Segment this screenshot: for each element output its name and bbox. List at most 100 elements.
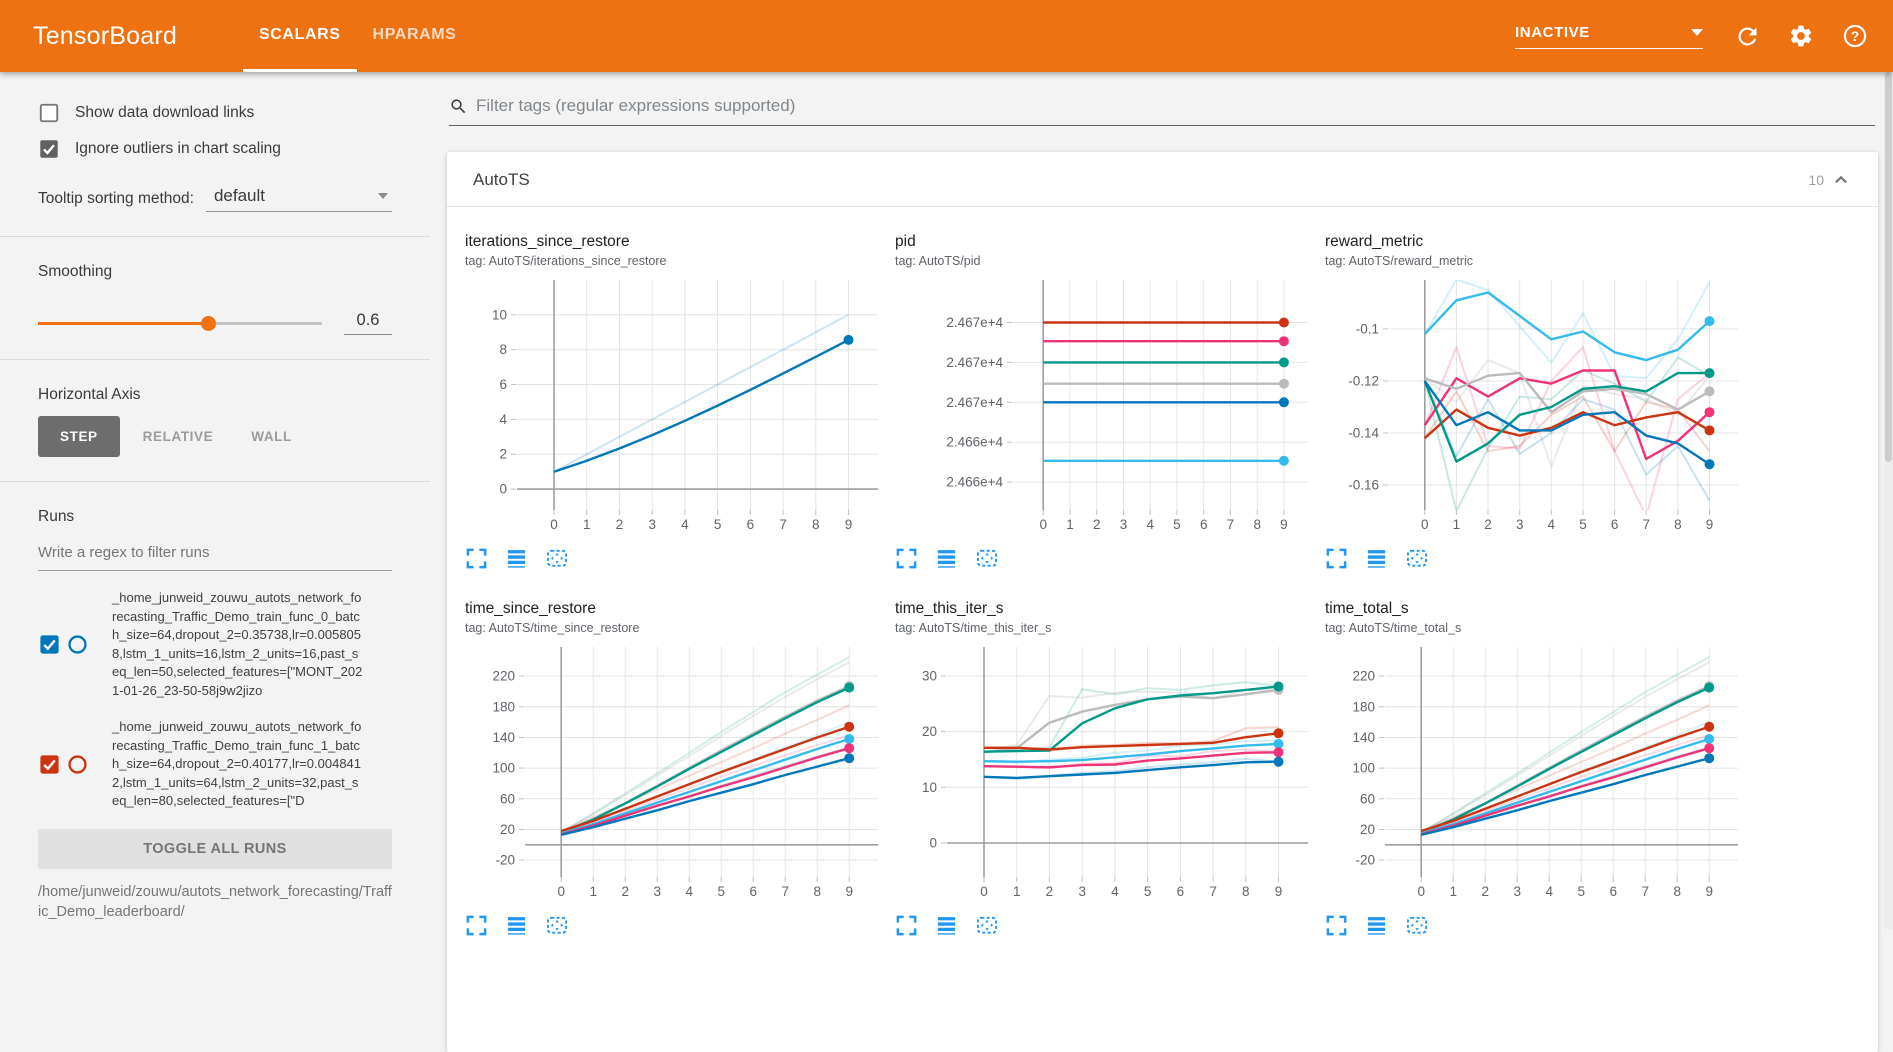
svg-text:8: 8 (812, 517, 820, 532)
svg-text:-0.16: -0.16 (1348, 478, 1379, 493)
series-endpoint-blue-smoothed (1704, 753, 1714, 763)
svg-text:3: 3 (1120, 517, 1128, 532)
series-blue-smoothed (1425, 381, 1710, 464)
svg-text:2.467e+4: 2.467e+4 (946, 315, 1003, 330)
fit-domain-icon[interactable] (545, 914, 569, 937)
run-label[interactable]: _home_junweid_zouwu_autots_network_forec… (112, 718, 364, 811)
fit-domain-icon[interactable] (545, 547, 569, 570)
run-item[interactable]: _home_junweid_zouwu_autots_network_forec… (38, 718, 392, 811)
ignore-outliers-checkbox[interactable]: Ignore outliers in chart scaling (38, 134, 392, 164)
svg-text:7: 7 (781, 884, 789, 899)
data-lines-icon[interactable] (1365, 547, 1388, 570)
data-lines-icon[interactable] (505, 547, 528, 570)
expand-chart-icon[interactable] (465, 547, 488, 570)
series-endpoint-blue-pid (1279, 397, 1289, 407)
slider-thumb[interactable] (201, 316, 216, 331)
chevron-up-icon[interactable] (1830, 169, 1852, 191)
main-content: AutoTS 10 iterations_since_restore tag: … (430, 72, 1893, 929)
svg-text:0: 0 (1039, 517, 1047, 532)
svg-text:2: 2 (1093, 517, 1101, 532)
vertical-scrollbar[interactable] (1884, 72, 1893, 929)
svg-text:9: 9 (845, 517, 853, 532)
checkbox-unchecked-icon[interactable] (38, 102, 60, 124)
run-checkbox-checked-icon[interactable] (38, 633, 61, 656)
series-endpoint-cyan-smoothed (1705, 316, 1715, 326)
run-checkbox-checked-icon[interactable] (38, 753, 61, 776)
run-solo-radio-icon[interactable] (66, 633, 89, 656)
svg-text:2.467e+4: 2.467e+4 (946, 395, 1003, 410)
runs-filter-input[interactable] (38, 540, 392, 571)
show-download-links-checkbox[interactable]: Show data download links (38, 98, 392, 128)
svg-text:20: 20 (500, 822, 515, 837)
series-cyan-smoothed (1425, 293, 1710, 361)
expand-chart-icon[interactable] (895, 547, 918, 570)
expand-chart-icon[interactable] (1325, 547, 1348, 570)
svg-text:0: 0 (1417, 884, 1425, 899)
svg-text:10: 10 (922, 780, 937, 795)
fit-domain-icon[interactable] (975, 547, 999, 570)
fit-domain-icon[interactable] (975, 914, 999, 937)
svg-text:4: 4 (1548, 517, 1556, 532)
tooltip-sorting-label: Tooltip sorting method: (38, 190, 194, 212)
divider (0, 236, 430, 237)
fit-domain-icon[interactable] (1405, 914, 1429, 937)
svg-text:7: 7 (1227, 517, 1235, 532)
smoothing-value-input[interactable]: 0.6 (344, 311, 392, 335)
series-endpoint-blue-smoothed (844, 335, 854, 345)
fit-domain-icon[interactable] (1405, 547, 1429, 570)
svg-text:5: 5 (1173, 517, 1181, 532)
tooltip-sorting-select[interactable]: default (206, 186, 392, 212)
svg-text:4: 4 (499, 412, 507, 427)
checkbox-checked-icon[interactable] (38, 138, 60, 160)
chart-toolbar (465, 547, 886, 570)
data-lines-icon[interactable] (935, 914, 958, 937)
svg-text:7: 7 (1642, 517, 1650, 532)
svg-text:-0.12: -0.12 (1348, 374, 1379, 389)
expand-chart-icon[interactable] (1325, 914, 1348, 937)
tab-scalars[interactable]: SCALARS (243, 0, 357, 72)
svg-text:2: 2 (1046, 884, 1054, 899)
series-endpoint-pink-smoothed (1704, 743, 1714, 753)
toggle-all-runs-button[interactable]: TOGGLE ALL RUNS (38, 829, 392, 869)
chart-count: 10 (1808, 172, 1824, 188)
svg-text:4: 4 (1111, 884, 1119, 899)
data-lines-icon[interactable] (935, 547, 958, 570)
svg-text:0: 0 (1421, 517, 1429, 532)
chart-card: reward_metric tag: AutoTS/reward_metric … (1325, 233, 1746, 570)
autots-section-header[interactable]: AutoTS 10 (447, 152, 1878, 207)
scrollbar-thumb[interactable] (1885, 72, 1892, 462)
expand-chart-icon[interactable] (465, 914, 488, 937)
tag-filter-bar (449, 96, 1875, 126)
help-icon[interactable]: ? (1835, 16, 1875, 56)
run-label[interactable]: _home_junweid_zouwu_autots_network_forec… (112, 589, 364, 700)
axis-wall-button[interactable]: WALL (232, 416, 311, 457)
svg-text:220: 220 (492, 669, 515, 684)
chart-title: time_since_restore (465, 600, 886, 618)
svg-text:5: 5 (717, 884, 725, 899)
smoothing-slider[interactable] (38, 316, 322, 330)
app-title: TensorBoard (33, 22, 243, 51)
axis-relative-button[interactable]: RELATIVE (124, 416, 233, 457)
refresh-icon[interactable] (1727, 16, 1767, 56)
reload-status-select[interactable]: INACTIVE (1515, 24, 1703, 49)
run-solo-radio-icon[interactable] (66, 753, 89, 776)
tag-filter-input[interactable] (476, 96, 1875, 116)
data-lines-icon[interactable] (505, 914, 528, 937)
data-lines-icon[interactable] (1365, 914, 1388, 937)
series-endpoint-pink-pid (1279, 336, 1289, 346)
axis-step-button[interactable]: STEP (38, 416, 120, 457)
run-item[interactable]: _home_junweid_zouwu_autots_network_forec… (38, 589, 392, 700)
tab-hparams[interactable]: HPARAMS (357, 0, 473, 72)
settings-gear-icon[interactable] (1781, 16, 1821, 56)
chart-title: iterations_since_restore (465, 233, 886, 251)
expand-chart-icon[interactable] (895, 914, 918, 937)
svg-text:8: 8 (1674, 517, 1682, 532)
series-endpoint-red-smoothed (1704, 722, 1714, 732)
